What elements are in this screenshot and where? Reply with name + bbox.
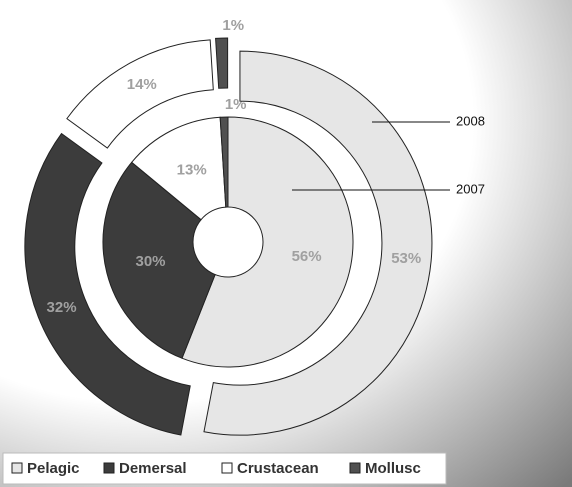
series-label: 2008 [456,113,485,128]
data-label: 30% [135,253,165,270]
legend-swatch [103,462,115,474]
ring-segment [219,116,229,208]
legend-swatch [11,462,23,474]
legend-label: Crustacean [237,460,319,477]
data-label: 56% [292,248,322,265]
ring-segment [130,116,227,221]
ring-segment [24,132,191,436]
legend-label: Mollusc [365,460,421,477]
legend-swatch [221,462,233,474]
data-label: 1% [222,17,244,34]
ring-segment [181,116,354,368]
data-label: 14% [127,76,157,93]
data-label: 53% [391,250,421,267]
data-label: 13% [177,162,207,179]
legend-label: Demersal [119,460,187,477]
ring-segment [203,50,433,436]
legend-label: Pelagic [27,460,80,477]
ring-segment [66,39,214,149]
legend-swatch [349,462,361,474]
ring-segment [102,161,216,359]
series-label: 2007 [456,181,485,196]
ring-segment [215,37,229,89]
data-label: 32% [47,299,77,316]
